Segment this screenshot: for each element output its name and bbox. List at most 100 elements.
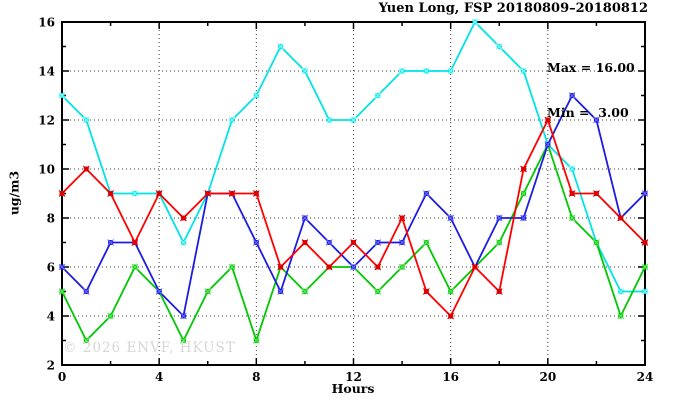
series-red-marker-cross — [374, 263, 382, 271]
y-tick-label: 14 — [38, 65, 55, 79]
series-red-marker-cross — [277, 263, 284, 271]
series-cyan-marker-cross — [228, 116, 236, 124]
series-green-marker-cross — [617, 312, 625, 320]
x-tick-label: 24 — [637, 370, 654, 384]
series-green-marker-cross — [423, 239, 430, 246]
series-cyan-marker-cross — [641, 288, 649, 295]
series-blue-marker-cross — [544, 141, 552, 148]
series-red-marker-cross — [593, 190, 600, 197]
series-cyan-marker-cross — [617, 288, 625, 295]
y-tick-label: 4 — [47, 310, 55, 324]
x-tick-label: 0 — [58, 370, 66, 384]
x-tick-label: 8 — [252, 370, 260, 384]
series-blue-marker-cross — [374, 239, 382, 246]
series-cyan-marker-cross — [495, 43, 503, 50]
chart-title: Yuen Long, FSP 20180809–20180812 — [378, 1, 648, 16]
series-red-marker-cross — [471, 263, 479, 271]
series-green-marker-cross — [398, 263, 406, 271]
y-tick-label: 6 — [47, 261, 55, 275]
series-red-marker-cross — [617, 214, 625, 222]
series-blue-marker-cross — [568, 92, 576, 99]
series-green-marker-cross — [374, 288, 382, 295]
series-cyan-marker-cross — [58, 92, 66, 99]
series-red-marker-cross — [325, 263, 333, 271]
series-cyan-marker-cross — [374, 92, 382, 99]
series-cyan-marker-cross — [131, 190, 139, 197]
series-cyan-marker-cross — [252, 92, 260, 99]
legend-min-line: Min = 3.00 — [547, 105, 629, 120]
series-red-marker-cross — [82, 165, 90, 173]
series-cyan-marker-cross — [568, 165, 576, 173]
series-red-marker-cross — [447, 312, 455, 320]
series-cyan-marker-cross — [423, 67, 430, 75]
x-axis-title: Hours — [331, 381, 375, 396]
watermark: © 2026 ENVF, HKUST — [63, 340, 236, 356]
y-tick-label: 12 — [38, 114, 55, 128]
x-tick-label: 4 — [155, 370, 163, 384]
series-red-marker-cross — [301, 239, 309, 246]
legend: Max = 16.00 Min = 3.00 — [547, 30, 635, 150]
series-red-marker-cross — [495, 288, 503, 295]
series-red-marker-cross — [252, 190, 260, 197]
series-red-marker-cross — [204, 190, 212, 197]
series-green-marker-cross — [495, 239, 503, 246]
series-blue-marker-cross — [423, 190, 430, 197]
series-blue-marker-cross — [495, 214, 503, 222]
series-cyan-marker-cross — [277, 43, 284, 50]
series-blue-marker-cross — [447, 214, 455, 222]
series-blue-marker-cross — [277, 288, 284, 295]
y-tick-label: 2 — [47, 359, 55, 373]
series-red-marker-cross — [155, 190, 163, 197]
series-cyan-marker-cross — [180, 239, 187, 246]
series-red-marker-cross — [544, 116, 552, 124]
series-green-marker-cross — [107, 312, 114, 320]
series-blue-marker-cross — [58, 263, 66, 271]
series-green-marker-cross — [641, 263, 649, 271]
series-green-marker-cross — [204, 288, 212, 295]
series-red-marker-cross — [180, 214, 187, 222]
series-red-marker-cross — [641, 239, 649, 246]
series-green-marker-cross — [82, 337, 90, 344]
series-cyan-marker-cross — [350, 116, 357, 124]
series-red-marker-cross — [131, 239, 139, 246]
series-red-marker-cross — [398, 214, 406, 222]
series-cyan-marker-cross — [447, 67, 455, 75]
series-green-marker-cross — [252, 337, 260, 344]
series-green-marker-cross — [58, 288, 66, 295]
series-green-marker-cross — [520, 190, 527, 197]
series-cyan-marker-cross — [520, 67, 527, 75]
series-cyan-marker-cross — [398, 67, 406, 75]
series-green-marker-cross — [131, 263, 139, 271]
series-red-marker-cross — [228, 190, 236, 197]
series-blue-marker-cross — [107, 239, 114, 246]
series-blue-marker-cross — [325, 239, 333, 246]
x-tick-label: 12 — [345, 370, 362, 384]
series-blue-marker-cross — [520, 214, 527, 222]
series-green-marker-cross — [301, 288, 309, 295]
series-blue-marker-cross — [82, 288, 90, 295]
series-green-marker-cross — [593, 239, 600, 246]
series-red-marker-cross — [568, 190, 576, 197]
series-blue-marker-cross — [350, 263, 357, 271]
series-green-marker-cross — [180, 337, 187, 344]
series-cyan-marker-cross — [325, 116, 333, 124]
series-blue-marker-cross — [398, 239, 406, 246]
x-tick-label: 16 — [442, 370, 459, 384]
series-cyan-marker-cross — [82, 116, 90, 124]
series-green-marker-cross — [228, 263, 236, 271]
x-tick-label: 20 — [539, 370, 556, 384]
y-tick-label: 10 — [38, 163, 55, 177]
series-red-marker-cross — [423, 288, 430, 295]
series-red-marker-cross — [58, 190, 66, 197]
y-tick-label: 8 — [47, 212, 55, 226]
legend-max-line: Max = 16.00 — [547, 60, 635, 75]
y-axis-title: ug/m3 — [6, 170, 22, 216]
series-blue-marker-cross — [180, 312, 187, 320]
y-tick-label: 16 — [38, 16, 55, 30]
series-cyan-marker-cross — [301, 67, 309, 75]
series-green-marker-cross — [568, 214, 576, 222]
series-red-marker-cross — [520, 165, 527, 173]
series-blue-marker-cross — [252, 239, 260, 246]
series-blue-marker-cross — [301, 214, 309, 222]
